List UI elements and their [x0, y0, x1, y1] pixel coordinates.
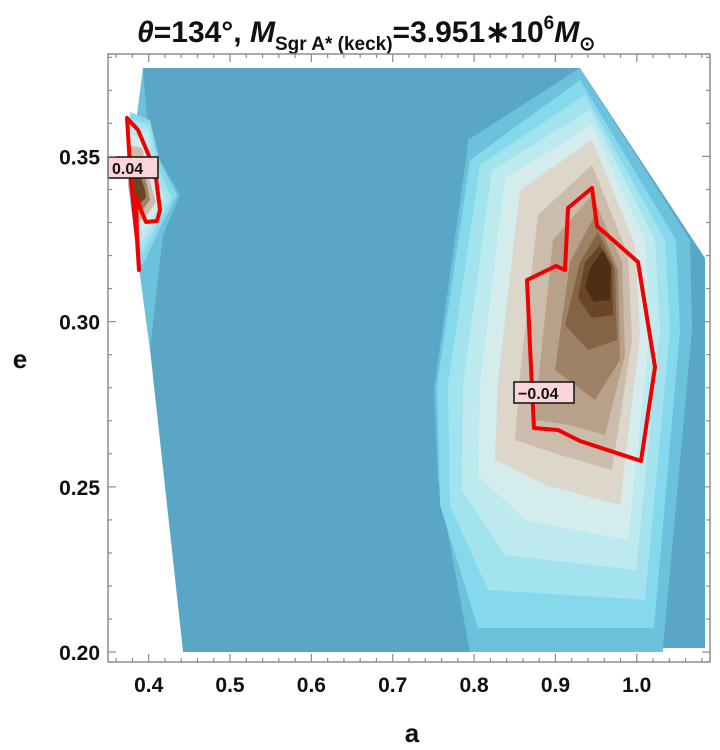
zero-contour-right — [525, 186, 657, 463]
contour-region-right-brown-7 — [585, 250, 611, 302]
y-tick-label: 0.25 — [59, 477, 100, 500]
y-axis-label: e — [13, 344, 27, 374]
x-tick-label: 0.8 — [459, 674, 489, 697]
contour-label-right-box — [513, 381, 575, 404]
contour-label-right-text: −0.04 — [518, 386, 559, 403]
y-axis: 0.20 0.25 0.30 0.35 — [59, 56, 710, 665]
zero-contour-left — [125, 116, 162, 272]
title-theta: θ — [137, 16, 154, 49]
y-tick-label: 0.20 — [59, 642, 100, 665]
title-solar-mass-symbol: M — [554, 16, 580, 49]
zero-contours — [125, 116, 657, 463]
contour-regions — [108, 68, 705, 652]
chart-title: θ=134°, MSgr A* (keck)=3.951∗106M⊙ — [137, 13, 595, 55]
x-axis-label: a — [405, 718, 420, 748]
x-tick-label: 0.4 — [134, 674, 164, 697]
x-tick-label: 0.5 — [215, 674, 245, 697]
title-mass-value: =3.951∗10 — [393, 16, 544, 49]
x-tick-label: 0.6 — [297, 674, 326, 697]
contour-label-right: −0.04 — [513, 381, 575, 404]
title-mass-symbol: M — [250, 16, 276, 49]
contour-label-left: 0.04 — [107, 156, 159, 179]
y-tick-label: 0.35 — [59, 146, 100, 169]
title-mass-subscript: Sgr A* (keck) — [275, 34, 393, 55]
x-tick-label: 0.9 — [541, 674, 570, 697]
title-solar-subscript: ⊙ — [579, 34, 595, 55]
x-tick-label: 0.7 — [378, 674, 407, 697]
title-exponent: 6 — [544, 13, 555, 34]
contour-label-left-text: 0.04 — [112, 161, 143, 178]
title-theta-value: =134°, — [154, 16, 250, 49]
x-axis: 0.4 0.5 0.6 0.7 0.8 0.9 1.0 — [115, 54, 703, 697]
y-tick-label: 0.30 — [59, 312, 100, 335]
x-tick-label: 1.0 — [622, 674, 651, 697]
contour-region-left-white — [108, 68, 183, 652]
